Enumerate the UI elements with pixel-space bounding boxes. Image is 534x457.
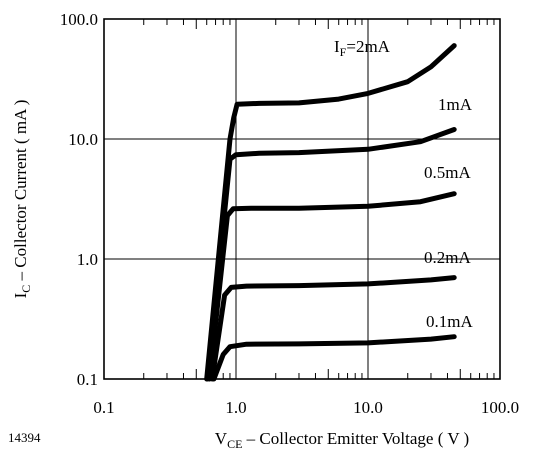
series-label: 0.2mA (424, 248, 471, 267)
x-axis-label: VCE – Collector Emitter Voltage ( V ) (215, 429, 469, 451)
series-curve (207, 46, 455, 379)
series-label: 1mA (438, 95, 473, 114)
y-tick-label: 0.1 (77, 370, 98, 389)
x-tick-label: 1.0 (225, 398, 246, 417)
data-series (207, 46, 455, 379)
y-tick-label: 10.0 (68, 130, 98, 149)
tick-labels: 0.1 1.0 10.0 100.0 0.1 1.0 10.0 100.0 (60, 10, 519, 417)
y-tick-label: 1.0 (77, 250, 98, 269)
x-tick-label: 100.0 (481, 398, 519, 417)
y-axis-label: IC – Collector Current ( mA ) (11, 100, 33, 299)
series-label: 0.1mA (426, 312, 473, 331)
x-tick-label: 10.0 (353, 398, 383, 417)
series-curve (212, 278, 454, 379)
series-label: 0.5mA (424, 163, 471, 182)
series-curve (214, 337, 454, 379)
figure-id: 14394 (8, 430, 41, 445)
y-tick-label: 100.0 (60, 10, 98, 29)
x-tick-label: 0.1 (93, 398, 114, 417)
series-label: IF=2mA (334, 37, 391, 59)
